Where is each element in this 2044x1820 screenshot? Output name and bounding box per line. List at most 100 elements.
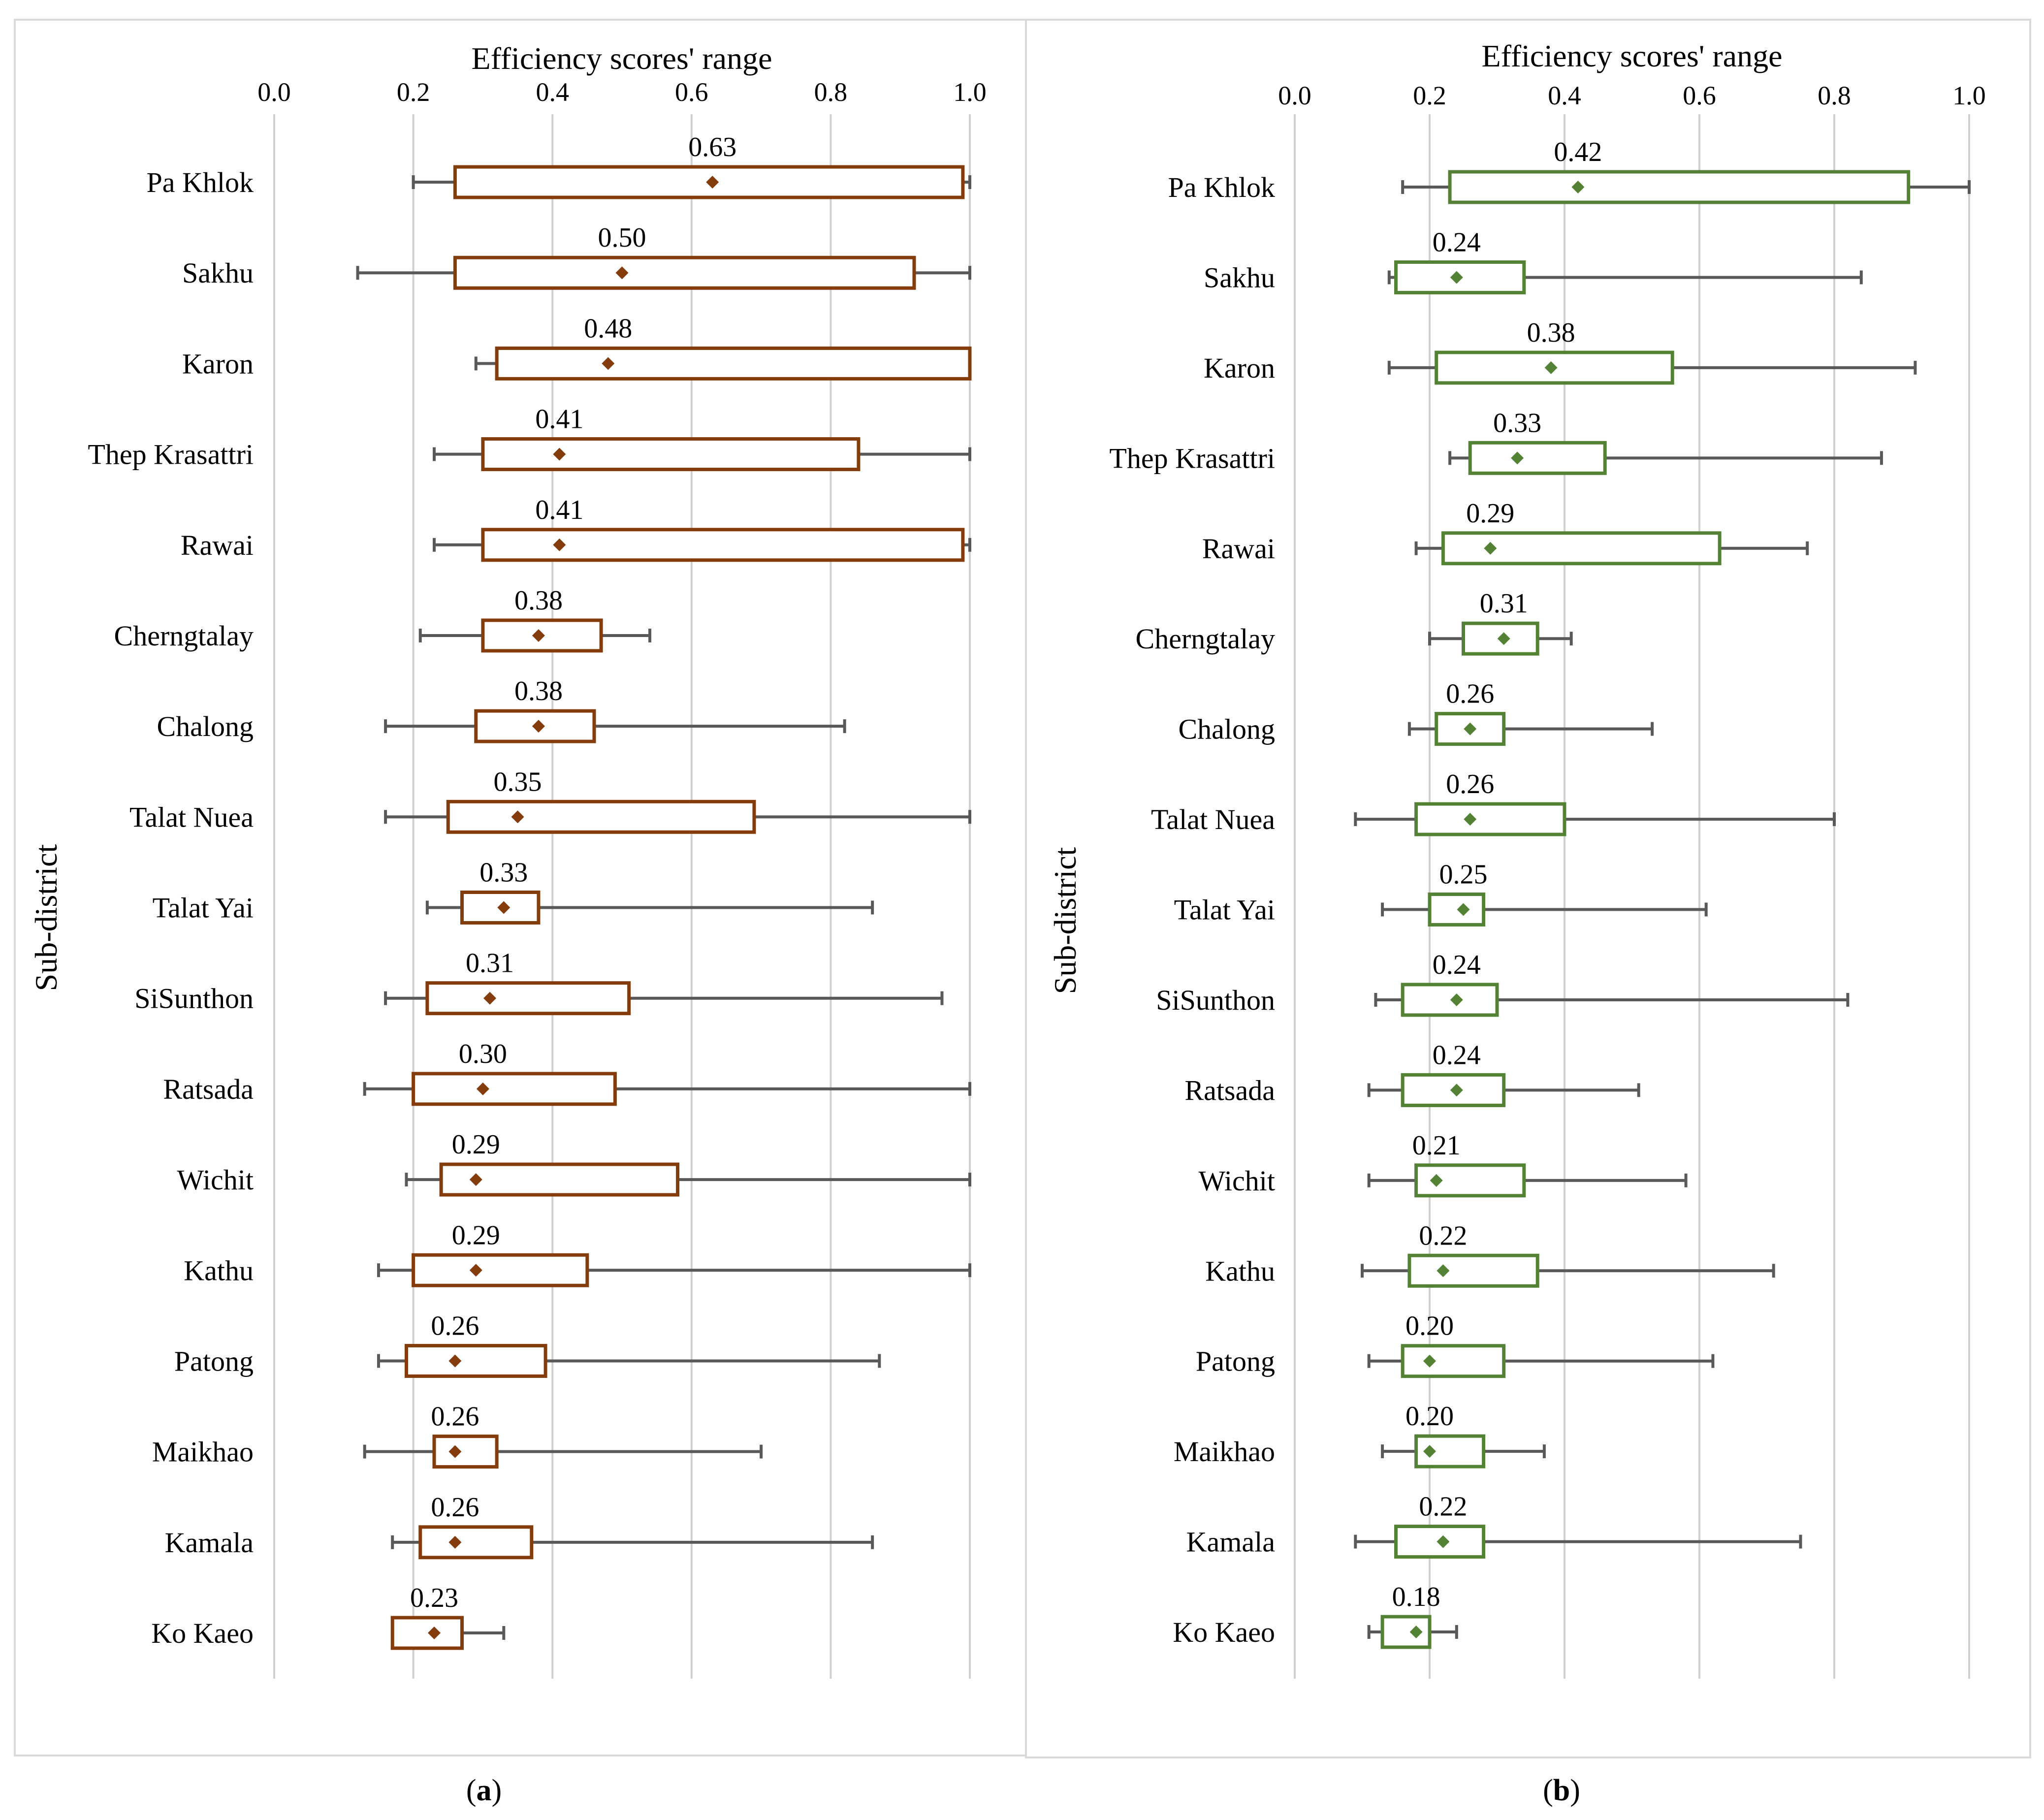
x-tick-label-a-2: 0.4 <box>536 77 569 107</box>
box-b-wichit <box>1414 1163 1526 1198</box>
mean-marker-a-maikhao <box>448 1445 462 1458</box>
mean-marker-b-talat-nuea <box>1464 813 1477 826</box>
category-label-b-maikhao: Maikhao <box>1174 1436 1275 1468</box>
category-label-a-thep-krasattri: Thep Krasattri <box>88 439 254 471</box>
data-label-b-patong: 0.20 <box>1405 1311 1454 1341</box>
category-label-a-patong: Patong <box>174 1345 254 1377</box>
mean-marker-a-kamala <box>448 1535 462 1549</box>
mean-marker-a-rawai <box>553 538 566 551</box>
box-a-talat-nuea <box>446 799 756 834</box>
category-label-b-rawai: Rawai <box>1202 533 1275 565</box>
box-group-b-ratsada: Ratsada 0.24 <box>1184 1040 1640 1107</box>
box-group-a-wichit: Wichit 0.29 <box>177 1129 971 1197</box>
data-label-b-thep-krasattri: 0.33 <box>1493 408 1541 438</box>
x-tick-label-b-5: 1.0 <box>1952 81 1986 110</box>
category-label-a-ratsada: Ratsada <box>163 1073 254 1105</box>
box-b-talat-nuea <box>1414 802 1566 836</box>
box-group-a-rawai: Rawai 0.41 <box>181 495 971 562</box>
data-label-a-pa-khlok: 0.63 <box>688 132 736 162</box>
data-label-b-wichit: 0.21 <box>1412 1130 1461 1161</box>
category-label-b-kamala: Kamala <box>1186 1526 1275 1558</box>
box-b-ko-kaeo <box>1380 1615 1432 1649</box>
mean-marker-b-ratsada <box>1450 1084 1463 1097</box>
x-tick-label-a-1: 0.2 <box>397 77 430 107</box>
mean-marker-a-ratsada <box>476 1082 489 1095</box>
mean-marker-a-talat-yai <box>497 901 511 914</box>
data-label-b-kamala: 0.22 <box>1419 1492 1467 1522</box>
data-label-b-ko-kaeo: 0.18 <box>1392 1582 1440 1612</box>
mean-marker-b-karon <box>1544 361 1558 374</box>
data-label-b-maikhao: 0.20 <box>1405 1401 1454 1432</box>
box-b-sisunthon <box>1401 983 1499 1017</box>
data-label-a-ko-kaeo: 0.23 <box>410 1583 458 1613</box>
box-a-maikhao <box>432 1435 499 1469</box>
box-a-ko-kaeo <box>390 1616 464 1650</box>
mean-marker-b-pa-khlok <box>1571 181 1585 193</box>
box-a-thep-krasattri <box>481 437 861 472</box>
box-a-karon <box>495 346 972 381</box>
category-label-a-talat-nuea: Talat Nuea <box>129 801 254 833</box>
box-group-a-maikhao: Maikhao 0.26 <box>152 1402 763 1469</box>
mean-marker-a-sakhu <box>615 266 629 280</box>
category-label-a-cherngtalay: Cherngtalay <box>114 620 254 652</box>
box-group-a-sakhu: Sakhu 0.50 <box>182 223 971 290</box>
data-label-a-ratsada: 0.30 <box>459 1039 507 1069</box>
box-group-b-sakhu: Sakhu 0.24 <box>1204 227 1863 294</box>
box-b-maikhao <box>1414 1434 1486 1469</box>
box-b-talat-yai <box>1428 893 1486 926</box>
data-label-b-talat-yai: 0.25 <box>1439 860 1488 890</box>
data-label-a-cherngtalay: 0.38 <box>514 585 563 616</box>
box-group-b-sisunthon: SiSunthon 0.24 <box>1156 950 1850 1017</box>
category-label-a-maikhao: Maikhao <box>152 1436 254 1468</box>
category-label-a-rawai: Rawai <box>181 529 254 561</box>
data-label-a-kamala: 0.26 <box>431 1492 479 1523</box>
box-group-a-ko-kaeo: Ko Kaeo 0.23 <box>151 1583 506 1650</box>
box-group-a-karon: Karon 0.48 <box>182 313 972 381</box>
data-label-a-karon: 0.48 <box>584 313 632 344</box>
box-a-kamala <box>418 1525 534 1560</box>
box-a-sakhu <box>453 255 916 290</box>
mean-marker-a-patong <box>448 1354 462 1368</box>
x-tick-label-b-0: 0.0 <box>1278 81 1311 110</box>
box-group-b-wichit: Wichit 0.21 <box>1198 1130 1688 1198</box>
category-label-b-sakhu: Sakhu <box>1204 261 1275 293</box>
category-label-b-wichit: Wichit <box>1198 1165 1275 1197</box>
data-label-b-cherngtalay: 0.31 <box>1480 588 1528 619</box>
mean-marker-b-kathu <box>1437 1264 1450 1277</box>
box-b-patong <box>1401 1344 1506 1378</box>
category-label-b-talat-nuea: Talat Nuea <box>1151 803 1275 835</box>
data-label-a-wichit: 0.29 <box>452 1129 500 1160</box>
box-b-kathu <box>1407 1253 1539 1288</box>
box-b-chalong <box>1435 712 1506 746</box>
mean-marker-a-ko-kaeo <box>427 1627 441 1639</box>
category-label-a-kamala: Kamala <box>165 1527 254 1559</box>
data-label-b-kathu: 0.22 <box>1419 1220 1467 1251</box>
category-label-a-wichit: Wichit <box>177 1164 254 1196</box>
mean-marker-a-pa-khlok <box>706 176 719 189</box>
x-tick-label-b-4: 0.8 <box>1818 81 1851 110</box>
mean-marker-b-wichit <box>1430 1174 1443 1187</box>
data-label-b-sakhu: 0.24 <box>1433 227 1481 257</box>
chart-title-b: Efficiency scores' range <box>1482 38 1783 73</box>
box-a-kathu <box>412 1253 589 1287</box>
box-group-b-maikhao: Maikhao 0.20 <box>1174 1401 1546 1469</box>
box-group-b-kamala: Kamala 0.22 <box>1186 1492 1802 1559</box>
data-label-a-maikhao: 0.26 <box>431 1402 479 1432</box>
box-group-b-patong: Patong 0.20 <box>1196 1311 1715 1378</box>
data-label-b-chalong: 0.26 <box>1446 679 1494 709</box>
x-tick-label-b-1: 0.2 <box>1413 81 1446 110</box>
box-a-cherngtalay <box>481 618 603 653</box>
box-group-b-talat-yai: Talat Yai 0.25 <box>1174 860 1708 926</box>
x-tick-label-a-5: 1.0 <box>953 77 987 107</box>
mean-marker-b-kamala <box>1437 1535 1450 1548</box>
panel-a-frame <box>14 19 1028 1756</box>
box-group-a-kamala: Kamala 0.26 <box>165 1492 874 1560</box>
box-group-a-cherngtalay: Cherngtalay 0.38 <box>114 585 652 653</box>
category-label-a-sakhu: Sakhu <box>182 257 254 289</box>
data-label-a-talat-nuea: 0.35 <box>494 766 542 797</box>
box-group-b-kathu: Kathu 0.22 <box>1205 1220 1775 1288</box>
category-label-b-sisunthon: SiSunthon <box>1156 984 1275 1016</box>
x-tick-label-a-4: 0.8 <box>814 77 848 107</box>
mean-marker-b-patong <box>1423 1354 1436 1368</box>
box-group-b-karon: Karon 0.38 <box>1204 318 1917 385</box>
